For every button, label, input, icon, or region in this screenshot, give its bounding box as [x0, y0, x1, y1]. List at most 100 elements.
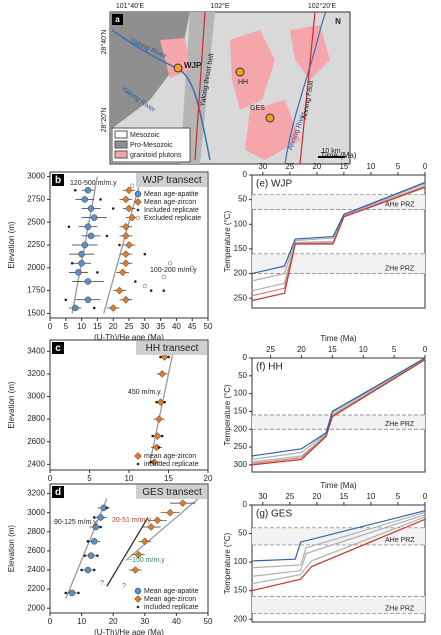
- legend-swatch: [114, 140, 128, 149]
- point: [125, 186, 133, 195]
- legend-label: Mesozoic: [130, 132, 160, 139]
- point: [81, 241, 89, 249]
- x-axis-label: Time (Ma): [320, 151, 356, 160]
- y-axis-label: Temperature (°C): [223, 210, 232, 272]
- panel-box: [52, 486, 64, 498]
- legend-swatch: [134, 595, 142, 603]
- y-tick-label: 150: [234, 586, 248, 595]
- y-tick-label: 0: [243, 353, 248, 362]
- x-tick-label: 10: [77, 322, 86, 331]
- point: [78, 250, 85, 258]
- pluton: [290, 25, 330, 80]
- point: [155, 400, 158, 404]
- annotation: 450 m/m.y.: [128, 389, 162, 396]
- prz-label: ZHe PRZ: [385, 265, 415, 272]
- legend-label: Pro-Mesozoic: [130, 142, 173, 149]
- x-tick-label: 20: [312, 492, 321, 501]
- point: [83, 554, 87, 557]
- lon-label: 101°40'E: [116, 2, 145, 10]
- prz-label: AHe PRZ: [385, 201, 415, 208]
- point: [162, 289, 166, 292]
- tt-path: [251, 186, 426, 302]
- y-tick-label: 300: [234, 460, 248, 469]
- panel-label: (g) GES: [256, 509, 292, 520]
- x-tick-label: 5: [396, 162, 401, 171]
- panel-label: (e) WJP: [256, 179, 292, 190]
- point: [87, 552, 95, 559]
- y-tick-label: 0: [243, 500, 248, 509]
- point: [84, 296, 92, 303]
- north-arrow: N: [335, 17, 341, 26]
- y-tick-label: 0: [243, 170, 248, 179]
- point: [157, 446, 161, 449]
- point: [92, 516, 96, 519]
- y-axis-label: Temperature (°C): [223, 384, 232, 446]
- y-tick-label: 2000: [27, 263, 45, 272]
- title-box: [136, 173, 207, 187]
- site-label: HH: [238, 79, 248, 86]
- chart-title: WJP transect: [142, 175, 201, 186]
- point: [121, 232, 130, 240]
- y-tick-label: 2400: [27, 565, 45, 574]
- tt-path: [251, 518, 426, 592]
- point: [153, 432, 162, 440]
- legend-swatch: [134, 587, 142, 595]
- legend-label: Mean age-apatite: [144, 191, 199, 198]
- point: [111, 207, 115, 210]
- point: [158, 370, 167, 378]
- point: [125, 204, 133, 213]
- point: [99, 525, 102, 529]
- point: [147, 523, 155, 531]
- y-tick-label: 2800: [27, 414, 45, 423]
- x-tick-label: 20: [109, 617, 118, 626]
- point: [150, 458, 159, 466]
- point: [68, 589, 76, 597]
- y-tick-label: 150: [234, 244, 248, 253]
- x-tick-label: 5: [396, 492, 401, 501]
- panel-label: a: [115, 15, 120, 24]
- legend-swatch: [134, 190, 142, 198]
- x-tick-label: 15: [164, 474, 173, 483]
- x-tick-label: 25: [266, 345, 275, 354]
- y-tick-label: 2250: [27, 240, 45, 249]
- point: [90, 214, 98, 221]
- y-tick-label: 50: [238, 371, 247, 380]
- x-tick-label: 30: [258, 492, 267, 501]
- point: [149, 460, 153, 464]
- site: [235, 67, 245, 77]
- x-tick-label: 20: [204, 474, 213, 483]
- fault: [194, 11, 316, 165]
- point: [155, 415, 163, 423]
- y-tick-label: 50: [238, 529, 247, 538]
- point: [178, 499, 187, 507]
- pluton: [230, 30, 275, 110]
- point: [92, 523, 100, 531]
- x-tick-label: 0: [423, 162, 428, 171]
- site: [173, 63, 183, 73]
- point: [153, 516, 162, 525]
- title-box: [136, 485, 207, 499]
- x-tick-label: 50: [204, 322, 213, 331]
- x-tick-label: 0: [48, 474, 53, 483]
- point: [131, 566, 140, 574]
- pro-mesozoic-area: [180, 12, 215, 164]
- point: [142, 283, 147, 289]
- lat-label: 28°40'N: [100, 30, 108, 55]
- y-tick-label: 1500: [27, 309, 45, 318]
- tt-path: [251, 511, 426, 569]
- x-tick-label: 15: [339, 162, 348, 171]
- legend-label: included replicate: [144, 461, 199, 468]
- x-tick-label: 30: [140, 322, 149, 331]
- lon-label: 102°E: [210, 2, 229, 10]
- legend-label: Excluded replicate: [144, 215, 201, 222]
- tt-path: [251, 181, 426, 275]
- prz-band: [252, 527, 425, 545]
- panel-box: [52, 342, 64, 354]
- legend-label: Mean age-zircon: [144, 596, 196, 603]
- x-tick-label: 15: [93, 322, 102, 331]
- prz-label: ZHe PRZ: [385, 421, 415, 428]
- x-tick-label: 25: [125, 322, 134, 331]
- point: [64, 591, 68, 595]
- legend-swatch: [114, 150, 128, 159]
- river: [284, 11, 327, 165]
